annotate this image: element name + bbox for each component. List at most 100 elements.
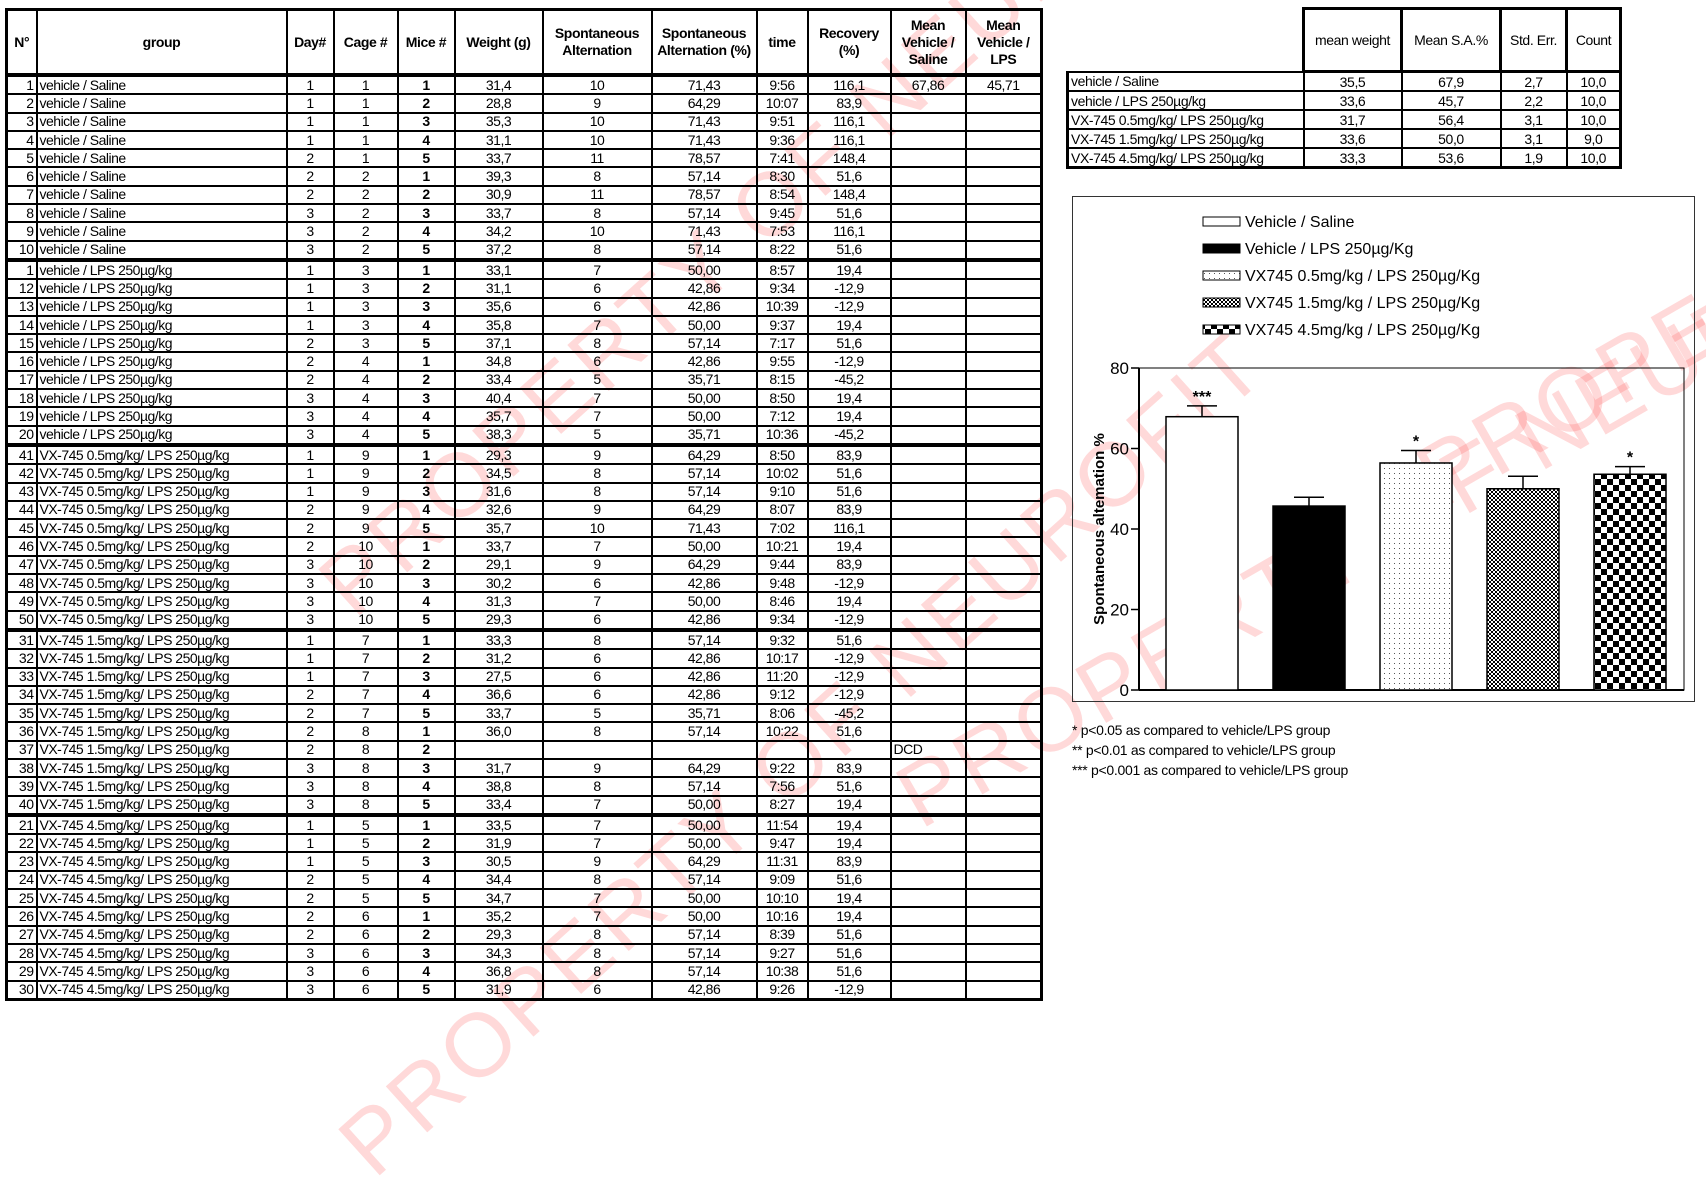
header-day: Day#: [285, 8, 335, 77]
cell-mean-vehicle-lps: [964, 685, 1043, 706]
cell-mean-vehicle-saline: [889, 257, 967, 281]
cell-mice: 4: [396, 870, 456, 891]
cell-mean-vehicle-saline: [889, 574, 967, 594]
cell-group: VX-745 4.5mg/kg/ LPS 250µg/kg: [35, 907, 288, 927]
cell-recovery: 51,6: [806, 482, 892, 502]
cell-mean-vehicle-saline: [889, 852, 967, 872]
cell-group: VX-745 0.5mg/kg/ LPS 250µg/kg: [35, 610, 288, 631]
cell-n: 21: [5, 812, 38, 836]
cell-recovery: -12,9: [806, 279, 892, 299]
cell-sa: 7: [541, 889, 653, 909]
cell-recovery: -12,9: [806, 297, 892, 317]
cell-recovery: 19,4: [806, 834, 892, 854]
cell-n: 15: [5, 334, 38, 354]
cell-day: 3: [285, 389, 335, 409]
cell-mice: 1: [396, 75, 456, 96]
cell-n: 40: [5, 795, 38, 816]
cell-weight: 30,9: [453, 185, 544, 206]
cell-n: 9: [5, 222, 38, 242]
cell-cage: 6: [332, 943, 399, 964]
table-row: 18 vehicle / LPS 250µg/kg 3 4 3 40,4 7 50,00 8:5…: [5, 389, 1043, 409]
cell-cage: 3: [332, 334, 399, 354]
cell-sa: 10: [541, 75, 653, 96]
table-row: 22 VX-745 4.5mg/kg/ LPS 250µg/kg 1 5 2 31,9 7 5…: [5, 834, 1043, 854]
cell-mice: 2: [396, 94, 456, 114]
cell-group: VX-745 1.5mg/kg/ LPS 250µg/kg: [35, 649, 288, 669]
table-row: 41 VX-745 0.5mg/kg/ LPS 250µg/kg 1 9 1 29,3 9 6…: [5, 442, 1043, 466]
cell-time: 9:22: [755, 758, 809, 779]
cell-mice: 2: [396, 740, 456, 761]
cell-sa-pct: 71,43: [650, 112, 758, 132]
cell-group: VX-745 4.5mg/kg/ LPS 250µg/kg: [35, 852, 288, 872]
cell-recovery: 19,4: [806, 889, 892, 909]
cell-time: 10:07: [755, 94, 809, 114]
cell-n: 25: [5, 889, 38, 909]
cell-recovery: 51,6: [806, 777, 892, 797]
cell-n: 46: [5, 537, 38, 557]
cell-sa: 9: [541, 500, 653, 521]
cell-weight: 31,1: [453, 130, 544, 151]
cell-mean-vehicle-saline: [889, 425, 967, 446]
cell-mean-vehicle-saline: [889, 352, 967, 372]
summary-mean-sa: 67,9: [1400, 70, 1502, 92]
cell-n: 42: [5, 464, 38, 484]
cell-recovery: 51,6: [806, 962, 892, 982]
y-tick-label: 80: [1110, 359, 1129, 378]
cell-mice: 4: [396, 592, 456, 612]
cell-mean-vehicle-lps: [964, 167, 1043, 187]
cell-day: 3: [285, 610, 335, 631]
cell-n: 4: [5, 130, 38, 151]
header-n: N°: [5, 8, 38, 77]
bar-chart: Vehicle / Saline Vehicle / LPS 250µg/Kg VX…: [1072, 196, 1695, 702]
cell-recovery: 19,4: [806, 907, 892, 927]
table-row: 23 VX-745 4.5mg/kg/ LPS 250µg/kg 1 5 3 30,5 9 6…: [5, 852, 1043, 872]
cell-sa-pct: 50,00: [650, 407, 758, 427]
cell-sa-pct: 64,29: [650, 442, 758, 466]
cell-cage: 10: [332, 574, 399, 594]
summary-table: mean weight Mean S.A.% Std. Err. Count vehi…: [1066, 7, 1622, 169]
cell-mice: 4: [396, 500, 456, 521]
cell-group: vehicle / LPS 250µg/kg: [35, 279, 288, 299]
cell-day: 1: [285, 94, 335, 114]
cell-mice: 1: [396, 442, 456, 466]
cell-sa-pct: 57,14: [650, 777, 758, 797]
cell-mice: 3: [396, 943, 456, 964]
cell-weight: 33,7: [453, 149, 544, 169]
header-cage: Cage #: [332, 8, 399, 77]
cell-mice: 2: [396, 555, 456, 576]
cell-sa: 7: [541, 315, 653, 336]
cell-group: VX-745 0.5mg/kg/ LPS 250µg/kg: [35, 519, 288, 539]
cell-mean-vehicle-lps: [964, 297, 1043, 317]
cell-n: 39: [5, 777, 38, 797]
cell-weight: 39,3: [453, 167, 544, 187]
cell-sa: 8: [541, 204, 653, 224]
cell-day: 2: [285, 334, 335, 354]
cell-group: VX-745 0.5mg/kg/ LPS 250µg/kg: [35, 482, 288, 502]
table-row: 12 vehicle / LPS 250µg/kg 1 3 2 31,1 6 42,86 9:3…: [5, 279, 1043, 299]
cell-day: 2: [285, 185, 335, 206]
cell-recovery: 19,4: [806, 315, 892, 336]
cell-group: vehicle / Saline: [35, 240, 288, 261]
cell-mean-vehicle-lps: [964, 740, 1043, 761]
cell-time: 9:48: [755, 574, 809, 594]
cell-n: 43: [5, 482, 38, 502]
cell-mean-vehicle-saline: [889, 555, 967, 576]
header-mean-vehicle-saline: Mean Vehicle / Saline: [889, 8, 967, 77]
table-row: 40 VX-745 1.5mg/kg/ LPS 250µg/kg 3 8 5 33,4 7 5…: [5, 795, 1043, 816]
cell-n: 19: [5, 407, 38, 427]
cell-n: 33: [5, 667, 38, 687]
cell-time: 8:27: [755, 795, 809, 816]
cell-sa-pct: 50,00: [650, 315, 758, 336]
table-row: 24 VX-745 4.5mg/kg/ LPS 250µg/kg 2 5 4 34,4 8 5…: [5, 870, 1043, 891]
cell-sa: 6: [541, 352, 653, 372]
summary-row: VX-745 0.5mg/kg/ LPS 250µg/kg 31,7 56,4 3,1…: [1066, 109, 1622, 130]
cell-weight: 38,8: [453, 777, 544, 797]
cell-recovery: 116,1: [806, 112, 892, 132]
cell-time: 10:02: [755, 464, 809, 484]
cell-mean-vehicle-saline: [889, 592, 967, 612]
cell-mean-vehicle-lps: [964, 555, 1043, 576]
cell-sa: 6: [541, 685, 653, 706]
header-sa-pct: Spontaneous Alternation (%): [650, 8, 758, 77]
cell-weight: 33,7: [453, 204, 544, 224]
cell-mice: 1: [396, 907, 456, 927]
